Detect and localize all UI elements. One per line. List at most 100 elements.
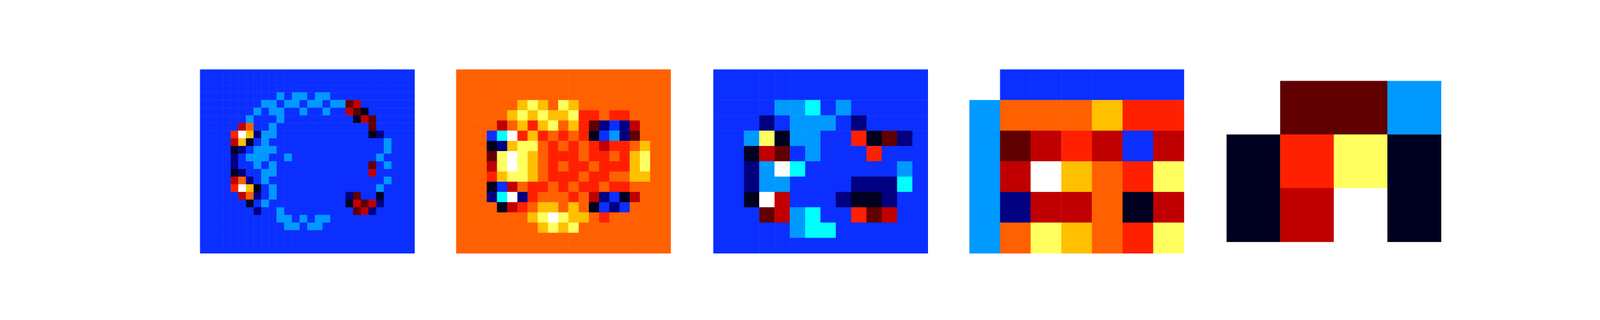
heatmap-cell (376, 161, 384, 169)
heatmap-cell (368, 145, 377, 154)
heatmap-cell (487, 222, 498, 233)
heatmap-cell (1122, 69, 1154, 100)
heatmap-cell (215, 192, 223, 200)
heatmap-cell (253, 92, 262, 100)
heatmap-cell (789, 84, 806, 100)
heatmap-cell (588, 202, 600, 213)
heatmap-cell (547, 243, 559, 254)
heatmap-cell (391, 84, 400, 93)
heatmap-cell (599, 171, 610, 182)
heatmap-cell (527, 171, 538, 182)
heatmap-cell (200, 215, 208, 223)
heatmap-cell (759, 130, 775, 146)
heatmap-cell (506, 222, 518, 233)
heatmap-cell (487, 151, 498, 162)
heatmap-cell (261, 245, 269, 254)
heatmap-cell (330, 245, 338, 254)
heatmap-cell (1333, 134, 1388, 189)
heatmap-cell (527, 232, 538, 244)
heatmap-cell (609, 171, 620, 182)
heatmap-cell (307, 107, 315, 116)
heatmap-cell (314, 215, 323, 223)
heatmap-cell (728, 84, 744, 100)
heatmap-cell (650, 181, 661, 192)
heatmap-cell (640, 79, 651, 90)
heatmap-cell (215, 130, 223, 139)
heatmap-cell (407, 84, 415, 93)
heatmap-cell (391, 245, 400, 254)
heatmap-cell (506, 181, 518, 192)
heatmap-cell (368, 84, 377, 93)
heatmap-cell (330, 176, 338, 185)
heatmap-cell (268, 230, 277, 239)
heatmap-cell (407, 145, 415, 154)
heatmap-cell (399, 161, 408, 169)
heatmap-cell (476, 79, 488, 90)
heatmap-cell (1280, 188, 1334, 242)
heatmap-cell (713, 145, 729, 162)
heatmap-cell (835, 207, 852, 223)
heatmap-cell (238, 69, 246, 77)
heatmap-cell (407, 215, 415, 223)
heatmap-cell (759, 161, 775, 177)
heatmap-cell (299, 184, 308, 192)
heatmap-cell (284, 192, 292, 200)
heatmap-cell (391, 199, 400, 208)
heatmap-cell (547, 151, 559, 162)
heatmap-cell (497, 130, 508, 141)
heatmap-cell (360, 238, 369, 246)
heatmap-cell (713, 192, 729, 208)
heatmap-cell (322, 76, 331, 85)
heatmap-cell (245, 69, 254, 77)
heatmap-cell (1387, 188, 1442, 242)
heatmap-cell (629, 212, 640, 223)
heatmap-cell (527, 69, 538, 80)
heatmap-cell (547, 222, 559, 233)
heatmap-cell (368, 215, 377, 223)
heatmap-cell (391, 207, 400, 216)
heatmap-cell (307, 199, 315, 208)
heatmap-cell (276, 222, 285, 231)
heatmap-cell (330, 107, 338, 116)
heatmap-cell (314, 107, 323, 116)
heatmap-cell (713, 222, 729, 239)
heatmap-cell (230, 238, 239, 246)
heatmap-cell (640, 212, 651, 223)
heatmap-cell (353, 199, 361, 208)
heatmap-cell (506, 120, 518, 131)
heatmap-cell (222, 245, 231, 254)
heatmap-cell (284, 230, 292, 239)
heatmap-cell (399, 99, 408, 108)
heatmap-cell (276, 76, 285, 85)
heatmap-cell (743, 238, 760, 254)
heatmap-cell (517, 79, 528, 90)
heatmap-cell (629, 192, 640, 203)
heatmap-cell (851, 238, 867, 254)
heatmap-cell (759, 115, 775, 131)
heatmap-cell (969, 192, 1001, 223)
heatmap-cell (805, 192, 821, 208)
heatmap-cell (268, 115, 277, 123)
heatmap-cell (353, 84, 361, 93)
heatmap-cell (299, 245, 308, 254)
heatmap-cell (222, 184, 231, 192)
heatmap-cell (337, 76, 346, 85)
heatmap-cell (466, 130, 477, 141)
heatmap-cell (391, 230, 400, 239)
heatmap-cell (245, 184, 254, 192)
heatmap-cell (527, 161, 538, 172)
heatmap-cell (261, 215, 269, 223)
heatmap-cell (253, 168, 262, 177)
heatmap-cell (568, 120, 579, 131)
heatmap-cell (650, 89, 661, 100)
heatmap-cell (650, 110, 661, 121)
heatmap-cell (261, 161, 269, 169)
heatmap-cell (728, 130, 744, 146)
heatmap-cell (307, 145, 315, 154)
heatmap-cell (487, 110, 498, 121)
heatmap-cell (835, 130, 852, 146)
heatmap-cell (897, 238, 913, 254)
heatmap-cell (368, 245, 377, 254)
heatmap-cell (881, 161, 898, 177)
heatmap-cell (609, 69, 620, 80)
